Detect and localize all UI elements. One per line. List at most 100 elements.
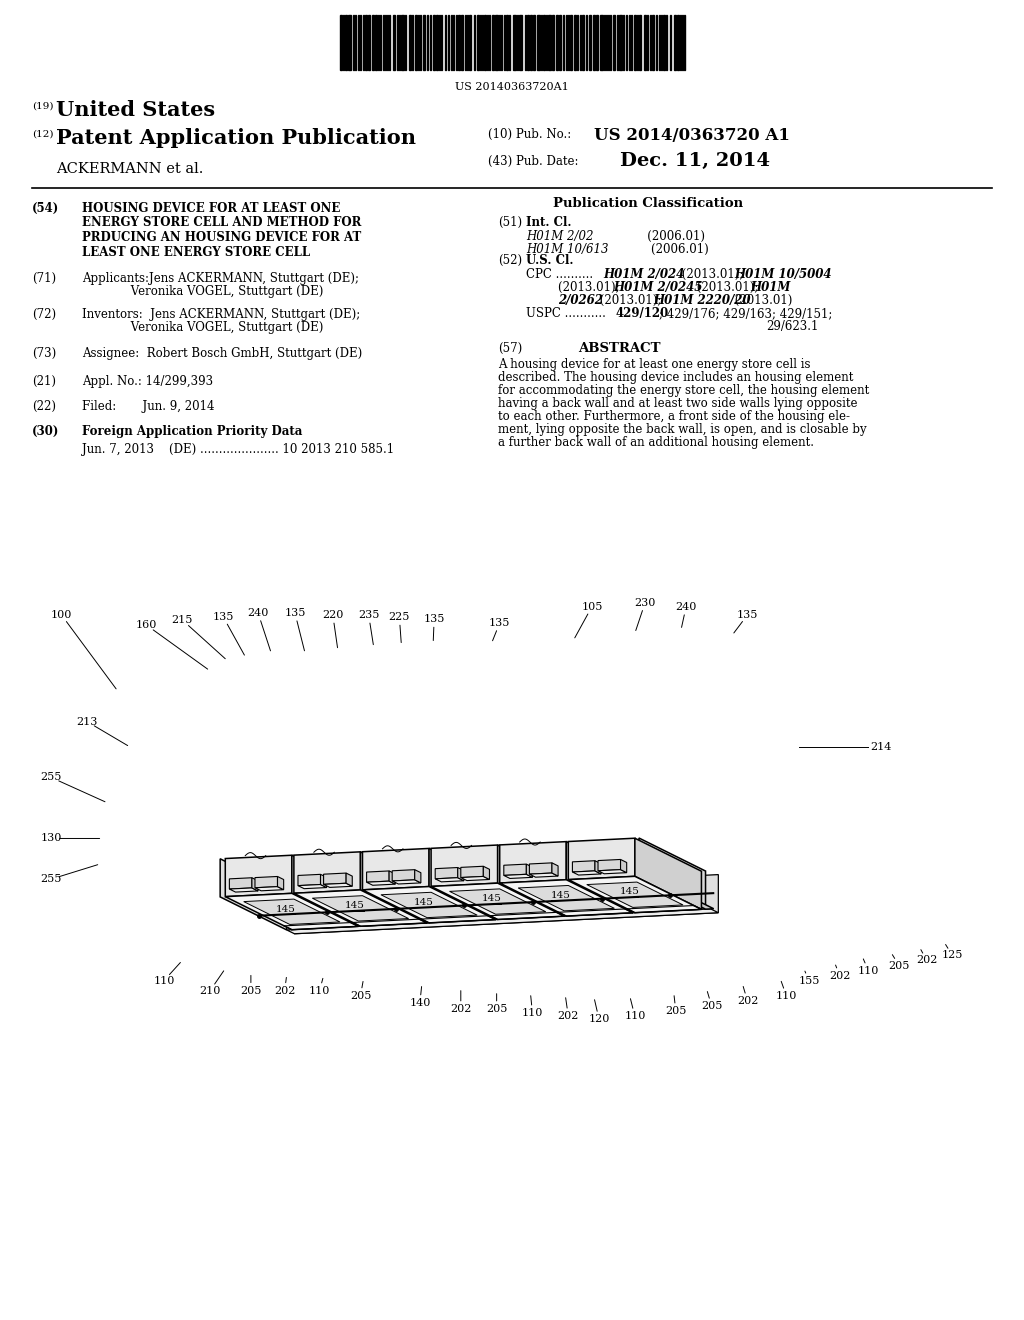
- Text: 120: 120: [589, 1014, 609, 1024]
- Text: Appl. No.: 14/299,393: Appl. No.: 14/299,393: [82, 375, 213, 388]
- Text: 135: 135: [489, 618, 510, 628]
- Text: (2013.01);: (2013.01);: [693, 281, 762, 294]
- Polygon shape: [367, 871, 389, 882]
- Polygon shape: [568, 876, 701, 912]
- Text: 110: 110: [309, 986, 330, 995]
- Polygon shape: [225, 855, 292, 896]
- Text: 110: 110: [625, 1011, 645, 1022]
- Bar: [392, 15, 395, 70]
- Text: Filed:       Jun. 9, 2014: Filed: Jun. 9, 2014: [82, 400, 214, 413]
- Text: (30): (30): [32, 425, 59, 438]
- Polygon shape: [529, 873, 558, 878]
- Bar: [423, 15, 425, 70]
- Polygon shape: [392, 870, 415, 880]
- Bar: [372, 15, 374, 70]
- Bar: [527, 15, 529, 70]
- Text: HOUSING DEVICE FOR AT LEAST ONE: HOUSING DEVICE FOR AT LEAST ONE: [82, 202, 340, 215]
- Text: 213: 213: [77, 717, 97, 726]
- Polygon shape: [572, 861, 595, 873]
- Text: (43) Pub. Date:: (43) Pub. Date:: [488, 154, 579, 168]
- Polygon shape: [252, 878, 258, 891]
- Text: 202: 202: [558, 1011, 579, 1022]
- Bar: [432, 15, 434, 70]
- Polygon shape: [500, 879, 633, 916]
- Polygon shape: [389, 871, 395, 884]
- Text: (12): (12): [32, 129, 53, 139]
- Bar: [427, 15, 428, 70]
- Bar: [552, 15, 554, 70]
- Polygon shape: [552, 863, 558, 876]
- Bar: [368, 15, 370, 70]
- Text: 230: 230: [635, 598, 655, 607]
- Text: 145: 145: [482, 894, 502, 903]
- Bar: [415, 15, 417, 70]
- Text: (22): (22): [32, 400, 56, 413]
- Text: (19): (19): [32, 102, 53, 111]
- Text: Int. Cl.: Int. Cl.: [526, 216, 571, 228]
- Text: 210: 210: [200, 986, 220, 995]
- Text: Jun. 7, 2013    (DE) ..................... 10 2013 210 585.1: Jun. 7, 2013 (DE) ..................... …: [82, 444, 394, 455]
- Text: 202: 202: [829, 970, 850, 981]
- Bar: [543, 15, 545, 70]
- Bar: [649, 15, 651, 70]
- Text: 429/120: 429/120: [616, 308, 670, 319]
- Polygon shape: [431, 883, 564, 920]
- Polygon shape: [529, 863, 552, 874]
- Polygon shape: [220, 859, 287, 929]
- Text: (51): (51): [498, 216, 522, 228]
- Text: 140: 140: [410, 998, 430, 1008]
- Polygon shape: [255, 887, 284, 891]
- Text: 110: 110: [776, 991, 797, 1001]
- Bar: [582, 15, 584, 70]
- Text: 135: 135: [424, 614, 444, 624]
- Text: for accommodating the energy store cell, the housing element: for accommodating the energy store cell,…: [498, 384, 869, 397]
- Polygon shape: [621, 859, 627, 873]
- Text: LEAST ONE ENERGY STORE CELL: LEAST ONE ENERGY STORE CELL: [82, 246, 310, 259]
- Text: 110: 110: [154, 975, 174, 986]
- Text: (2013.01): (2013.01): [731, 294, 793, 308]
- Polygon shape: [360, 851, 427, 923]
- Text: 205: 205: [889, 961, 909, 970]
- Bar: [409, 15, 411, 70]
- Text: 145: 145: [414, 898, 433, 907]
- Text: 29/623.1: 29/623.1: [766, 319, 818, 333]
- Polygon shape: [526, 865, 532, 878]
- Text: 215: 215: [172, 615, 193, 624]
- Polygon shape: [229, 888, 258, 892]
- Text: 202: 202: [274, 986, 295, 995]
- Bar: [618, 15, 622, 70]
- Text: 135: 135: [213, 612, 233, 622]
- Bar: [677, 15, 679, 70]
- Bar: [580, 15, 581, 70]
- Text: 100: 100: [51, 610, 72, 620]
- Text: 255: 255: [41, 772, 61, 783]
- Polygon shape: [287, 909, 719, 933]
- Bar: [519, 15, 521, 70]
- Bar: [451, 15, 452, 70]
- Text: H01M 2/0245: H01M 2/0245: [613, 281, 702, 294]
- Bar: [495, 15, 498, 70]
- Text: (2013.01);: (2013.01);: [678, 268, 748, 281]
- Text: Assignee:  Robert Bosch GmbH, Stuttgart (DE): Assignee: Robert Bosch GmbH, Stuttgart (…: [82, 347, 362, 360]
- Bar: [634, 15, 636, 70]
- Polygon shape: [598, 870, 627, 874]
- Text: ABSTRACT: ABSTRACT: [578, 342, 660, 355]
- Polygon shape: [256, 878, 282, 890]
- Text: US 20140363720A1: US 20140363720A1: [455, 82, 569, 92]
- Bar: [652, 15, 654, 70]
- Bar: [435, 15, 437, 70]
- Text: H01M 2220/20: H01M 2220/20: [653, 294, 751, 308]
- Polygon shape: [346, 873, 352, 886]
- Polygon shape: [324, 873, 346, 884]
- Text: Veronika VOGEL, Stuttgart (DE): Veronika VOGEL, Stuttgart (DE): [82, 321, 324, 334]
- Polygon shape: [461, 876, 489, 880]
- Text: having a back wall and at least two side walls lying opposite: having a back wall and at least two side…: [498, 397, 857, 411]
- Bar: [639, 15, 640, 70]
- Polygon shape: [324, 883, 352, 887]
- Text: H01M 10/5004: H01M 10/5004: [734, 268, 831, 281]
- Bar: [469, 15, 471, 70]
- Polygon shape: [298, 874, 321, 886]
- Polygon shape: [498, 845, 564, 916]
- Polygon shape: [278, 876, 284, 890]
- Text: H01M 2/024: H01M 2/024: [603, 268, 684, 281]
